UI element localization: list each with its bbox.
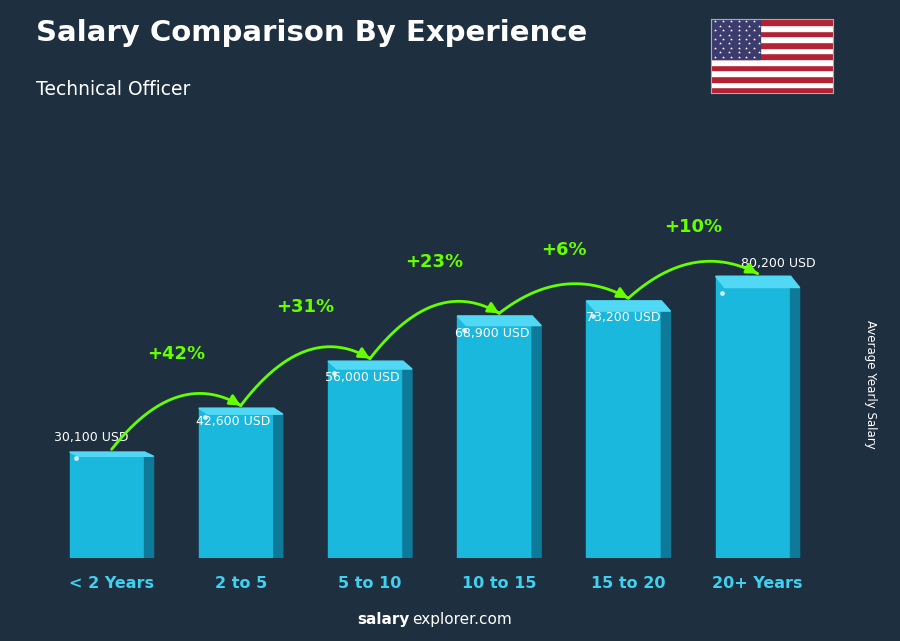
Bar bbox=[711, 71, 832, 76]
Polygon shape bbox=[145, 452, 154, 558]
Bar bbox=[328, 361, 403, 558]
Bar bbox=[711, 87, 832, 93]
Bar bbox=[711, 65, 832, 71]
Polygon shape bbox=[199, 408, 283, 414]
Text: 80,200 USD: 80,200 USD bbox=[742, 256, 816, 270]
Text: 2 to 5: 2 to 5 bbox=[215, 576, 267, 591]
Bar bbox=[711, 19, 832, 25]
Bar bbox=[711, 31, 832, 37]
Polygon shape bbox=[274, 408, 283, 558]
Text: Salary Comparison By Experience: Salary Comparison By Experience bbox=[36, 19, 587, 47]
Text: 30,100 USD: 30,100 USD bbox=[54, 431, 129, 444]
Bar bbox=[69, 452, 145, 558]
Text: Technical Officer: Technical Officer bbox=[36, 80, 191, 99]
Bar bbox=[711, 59, 832, 65]
Polygon shape bbox=[69, 452, 154, 456]
Text: +6%: +6% bbox=[541, 241, 587, 259]
Polygon shape bbox=[587, 301, 670, 311]
Text: 73,200 USD: 73,200 USD bbox=[587, 311, 661, 324]
Text: salary: salary bbox=[357, 612, 410, 627]
Text: 5 to 10: 5 to 10 bbox=[338, 576, 401, 591]
Polygon shape bbox=[790, 276, 799, 558]
Text: 20+ Years: 20+ Years bbox=[712, 576, 803, 591]
Bar bbox=[711, 53, 832, 59]
Text: explorer.com: explorer.com bbox=[412, 612, 512, 627]
Bar bbox=[711, 25, 832, 31]
Text: 42,600 USD: 42,600 USD bbox=[196, 415, 271, 428]
Polygon shape bbox=[662, 301, 670, 558]
Polygon shape bbox=[403, 361, 412, 558]
Bar bbox=[457, 316, 532, 558]
Text: 15 to 20: 15 to 20 bbox=[591, 576, 666, 591]
Bar bbox=[711, 19, 760, 59]
Polygon shape bbox=[328, 361, 412, 369]
Text: +23%: +23% bbox=[406, 253, 464, 271]
Bar bbox=[711, 81, 832, 87]
Text: Average Yearly Salary: Average Yearly Salary bbox=[865, 320, 878, 449]
Text: +42%: +42% bbox=[147, 345, 205, 363]
Bar bbox=[711, 47, 832, 53]
Text: < 2 Years: < 2 Years bbox=[69, 576, 154, 591]
Bar bbox=[587, 301, 662, 558]
Bar bbox=[716, 276, 790, 558]
Polygon shape bbox=[457, 316, 541, 326]
Bar bbox=[711, 37, 832, 42]
Text: 56,000 USD: 56,000 USD bbox=[326, 371, 400, 384]
Text: +31%: +31% bbox=[276, 299, 335, 317]
Text: +10%: +10% bbox=[664, 218, 722, 236]
Bar bbox=[199, 408, 274, 558]
Polygon shape bbox=[532, 316, 541, 558]
Polygon shape bbox=[716, 276, 799, 288]
Text: 10 to 15: 10 to 15 bbox=[462, 576, 536, 591]
Bar bbox=[711, 76, 832, 81]
Bar bbox=[711, 42, 832, 47]
Text: 68,900 USD: 68,900 USD bbox=[454, 327, 529, 340]
